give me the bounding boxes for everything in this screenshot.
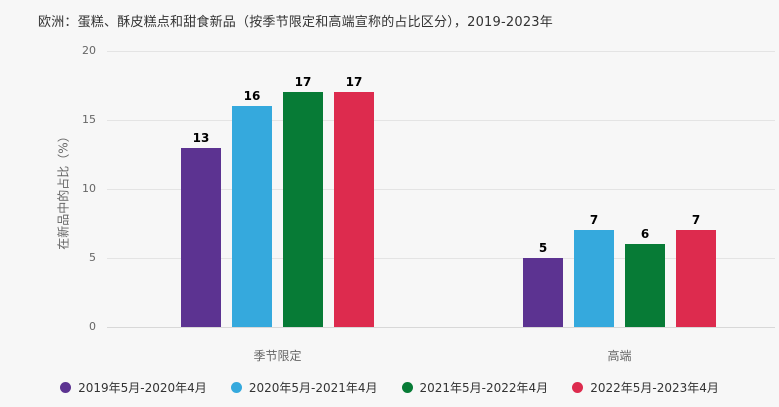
bar-value-label: 13 (192, 131, 210, 145)
bar-series-1-category-1[interactable] (181, 148, 221, 327)
bar-value-label: 7 (589, 213, 599, 227)
bar-series-2-category-2[interactable] (574, 230, 614, 327)
bar-column: 17 (283, 75, 323, 327)
legend-label: 2022年5月-2023年4月 (590, 381, 719, 395)
bar-value-label: 6 (640, 227, 650, 241)
bar-column: 5 (523, 241, 563, 327)
bar-series-2-category-1[interactable] (232, 106, 272, 327)
x-category-label: 高端 (607, 349, 632, 363)
gridline (107, 50, 775, 52)
y-tick-label: 5 (89, 251, 96, 264)
y-tick-label: 0 (89, 320, 96, 333)
legend-label: 2019年5月-2020年4月 (78, 381, 207, 395)
plot-area: 13 16 17 17 5 7 6 7 (107, 50, 775, 328)
legend-label: 2020年5月-2021年4月 (248, 381, 378, 395)
legend-item-2[interactable]: 2020年5月-2021年4月 (230, 379, 378, 396)
bar-column: 7 (676, 213, 716, 327)
gridline (107, 188, 775, 190)
bar-value-label: 5 (538, 241, 548, 255)
legend-item-1[interactable]: 2019年5月-2020年4月 (60, 379, 207, 396)
x-axis-line (107, 326, 775, 328)
legend-item-3[interactable]: 2021年5月-2022年4月 (401, 379, 549, 396)
bar-value-label: 17 (294, 75, 312, 89)
bar-column: 7 (574, 213, 614, 327)
bar-column: 6 (625, 227, 665, 327)
bar-series-1-category-2[interactable] (523, 258, 563, 327)
y-tick-label: 15 (82, 113, 96, 126)
gridline (107, 119, 775, 121)
bar-group-2: 5 7 6 7 (523, 213, 716, 327)
bar-column: 13 (181, 131, 221, 327)
legend-marker-icon (230, 382, 242, 393)
bar-value-label: 17 (345, 75, 363, 89)
bar-column: 17 (334, 75, 374, 327)
bar-series-4-category-2[interactable] (676, 230, 716, 327)
bar-value-label: 7 (691, 213, 701, 227)
y-tick-label: 10 (82, 182, 96, 195)
bar-series-3-category-2[interactable] (625, 244, 665, 327)
legend-label: 2021年5月-2022年4月 (419, 381, 549, 395)
bar-series-4-category-1[interactable] (334, 92, 374, 327)
legend-marker-icon (401, 382, 413, 393)
legend: 2019年5月-2020年4月 2020年5月-2021年4月 2021年5月-20… (0, 379, 779, 396)
chart-title: 欧洲：蛋糕、酥皮糕点和甜食新品（按季节限定和高端宣称的占比区分），2019-20… (38, 15, 553, 30)
gridline (107, 257, 775, 259)
x-category-label: 季节限定 (253, 349, 302, 363)
legend-marker-icon (60, 382, 72, 393)
bar-group-1: 13 16 17 17 (181, 75, 374, 327)
legend-marker-icon (572, 382, 584, 393)
bar-value-label: 16 (243, 89, 261, 103)
y-tick-label: 20 (82, 44, 96, 57)
bar-series-3-category-1[interactable] (283, 92, 323, 327)
legend-item-4[interactable]: 2022年5月-2023年4月 (572, 379, 719, 396)
bar-column: 16 (232, 89, 272, 327)
